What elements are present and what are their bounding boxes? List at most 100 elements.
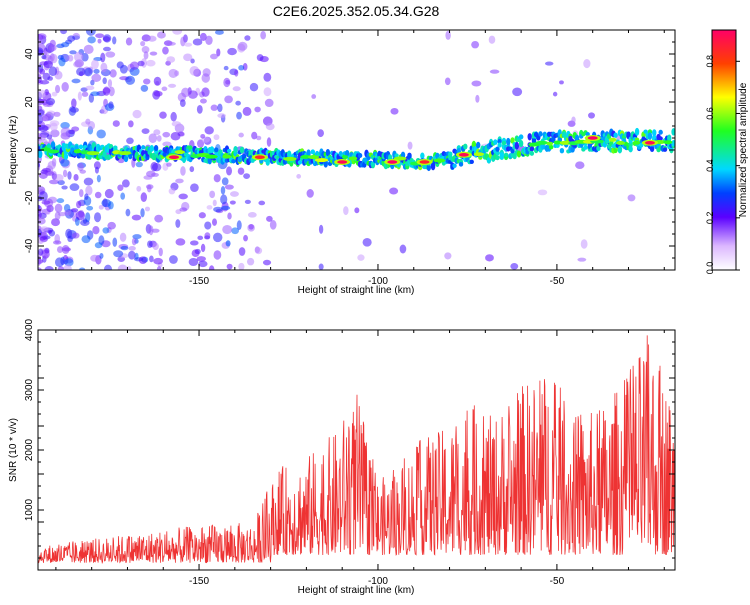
noise-speckle xyxy=(140,208,145,218)
noise-speckle xyxy=(38,109,45,117)
noise-speckle xyxy=(217,113,226,119)
noise-speckle xyxy=(389,187,399,195)
trace-cell xyxy=(463,143,468,150)
noise-speckle xyxy=(148,225,154,236)
noise-speckle xyxy=(238,247,246,256)
noise-speckle xyxy=(357,254,365,261)
trace-cell xyxy=(323,160,328,168)
noise-speckle xyxy=(269,220,277,230)
noise-speckle xyxy=(311,94,317,99)
noise-speckle xyxy=(136,185,142,192)
noise-speckle xyxy=(151,162,162,172)
noise-speckle xyxy=(162,131,171,138)
trace-cell xyxy=(529,146,535,152)
noise-speckle xyxy=(49,120,60,127)
noise-speckle xyxy=(226,166,233,176)
noise-speckle xyxy=(512,87,523,97)
trace-cell xyxy=(529,151,535,156)
noise-speckle xyxy=(179,99,186,107)
trace-cell-bright xyxy=(73,149,82,154)
noise-speckle xyxy=(64,258,74,267)
spectrogram-xlabel: Height of straight line (km) xyxy=(298,285,415,296)
noise-speckle xyxy=(107,79,113,88)
trace-peak xyxy=(168,155,179,159)
noise-speckle xyxy=(55,84,61,94)
noise-speckle xyxy=(212,232,223,243)
noise-speckle xyxy=(159,111,167,119)
trace-cell xyxy=(181,155,187,164)
spectrogram-xtick-label: -50 xyxy=(550,276,565,287)
noise-speckle xyxy=(61,81,69,92)
noise-speckle xyxy=(40,226,49,232)
trace-cell-bright xyxy=(314,158,329,163)
noise-speckle xyxy=(221,177,229,186)
trace-cell xyxy=(469,159,474,165)
noise-speckle xyxy=(201,73,211,83)
noise-speckle xyxy=(85,185,93,196)
noise-speckle xyxy=(238,262,245,270)
trace-cell xyxy=(357,153,363,159)
trace-cell xyxy=(226,148,232,153)
trace-peak xyxy=(254,155,265,159)
spectrogram-marks xyxy=(38,30,675,270)
trace-cell-bright xyxy=(308,155,320,160)
noise-speckle xyxy=(82,218,88,224)
noise-speckle xyxy=(98,205,104,210)
spectrogram-ytick-label: 0 xyxy=(24,147,35,153)
colorbar-tick-label: 0.8 xyxy=(705,55,715,68)
noise-speckle xyxy=(131,237,137,246)
snr-ylabel: SNR (10 * v/v) xyxy=(8,418,19,482)
colorbar-gradient xyxy=(711,29,737,271)
trace-cell xyxy=(613,132,618,138)
noise-speckle xyxy=(67,54,74,62)
noise-speckle xyxy=(180,36,186,47)
noise-speckle xyxy=(158,247,163,257)
noise-speckle xyxy=(67,171,72,180)
noise-speckle xyxy=(170,132,181,141)
noise-speckle xyxy=(125,208,131,217)
trace-cell-bright xyxy=(616,140,625,145)
noise-speckle xyxy=(199,32,207,41)
noise-speckle xyxy=(168,187,176,195)
noise-speckle xyxy=(48,44,57,52)
trace-cell xyxy=(497,138,502,144)
noise-speckle xyxy=(41,200,51,205)
trace-cell xyxy=(141,145,146,150)
noise-speckle xyxy=(445,30,451,40)
noise-speckle xyxy=(102,87,111,94)
noise-speckle xyxy=(140,41,146,47)
trace-cell xyxy=(649,145,655,153)
spectrogram-ylabel: Frequency (Hz) xyxy=(8,116,19,185)
noise-speckle xyxy=(141,128,150,134)
noise-speckle xyxy=(172,30,183,35)
noise-speckle xyxy=(87,36,96,44)
trace-cell xyxy=(559,148,565,154)
noise-speckle xyxy=(226,263,233,270)
noise-speckle xyxy=(552,91,558,97)
noise-speckle xyxy=(190,240,199,246)
noise-speckle xyxy=(242,106,252,116)
noise-speckle xyxy=(120,192,126,200)
noise-speckle xyxy=(108,86,115,97)
noise-speckle xyxy=(196,105,203,114)
trace-cell xyxy=(501,141,507,146)
noise-speckle xyxy=(156,135,162,142)
noise-speckle xyxy=(296,174,302,179)
trace-peak xyxy=(587,136,598,140)
noise-speckle xyxy=(102,77,107,85)
noise-speckle xyxy=(62,169,68,178)
noise-speckle xyxy=(85,30,96,36)
trace-cell xyxy=(458,162,464,167)
trace-cell xyxy=(63,153,69,160)
noise-speckle xyxy=(90,254,100,262)
noise-speckle xyxy=(179,207,188,212)
noise-speckle xyxy=(237,41,248,51)
noise-speckle xyxy=(229,200,236,205)
noise-speckle xyxy=(244,199,251,204)
noise-speckle xyxy=(108,101,114,109)
trace-cell-bright xyxy=(48,149,60,154)
noise-speckle xyxy=(407,141,413,150)
noise-speckle xyxy=(205,35,213,45)
noise-speckle xyxy=(117,264,128,270)
noise-speckle xyxy=(94,212,102,223)
